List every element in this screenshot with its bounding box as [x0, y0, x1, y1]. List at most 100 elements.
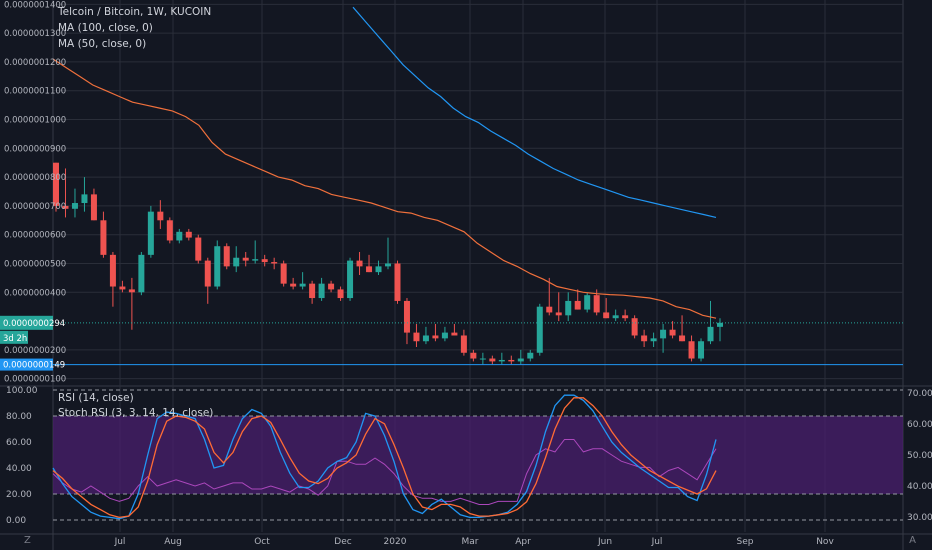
- time-tick-label: Dec: [334, 537, 351, 547]
- candle-body: [337, 289, 344, 299]
- candle-body: [53, 162, 59, 206]
- candle-body: [432, 335, 439, 339]
- time-tick-label: 2020: [384, 537, 407, 547]
- candle-body: [650, 338, 657, 342]
- candle-body: [261, 259, 268, 263]
- time-tick-label: Aug: [164, 537, 182, 547]
- candle-body: [309, 283, 316, 299]
- legend-ma100[interactable]: MA (100, close, 0): [58, 22, 153, 34]
- price-tick-label: 0.0000000900: [4, 144, 66, 154]
- last-price-label: 0.0000000294: [3, 319, 65, 329]
- candle-body: [603, 312, 610, 319]
- price-tick-label: 0.0000001100: [4, 87, 66, 97]
- candle-body: [157, 211, 164, 221]
- time-tick-label: Nov: [816, 537, 834, 547]
- candle-body: [536, 306, 543, 353]
- stoch-band-fill: [53, 416, 903, 494]
- candle-body: [622, 315, 629, 319]
- time-tick-label: Jul: [651, 537, 663, 547]
- price-tick-label: 0.0000000100: [4, 375, 66, 385]
- time-tick-label: Oct: [254, 537, 270, 547]
- price-tick-label: 0.0000000500: [4, 259, 66, 269]
- candle-body: [669, 329, 676, 336]
- price-tick-label: 0.0000000800: [4, 173, 66, 183]
- stoch-tick-label: 80.00: [6, 412, 32, 422]
- candle-body: [147, 211, 154, 255]
- countdown-badge: [0, 330, 28, 344]
- candle-body: [698, 341, 705, 359]
- price-tick-label: 0.0000000700: [4, 202, 66, 212]
- candle-body: [593, 295, 600, 313]
- indicator-lines: [52, 6, 903, 520]
- rsi-tick-label: 50.00: [907, 451, 932, 461]
- candle-body: [119, 286, 126, 290]
- candle-body: [328, 283, 335, 290]
- candle-body: [280, 263, 287, 284]
- candle-body: [204, 260, 211, 287]
- stoch-band: [53, 389, 903, 521]
- rsi-tick-label: 30.00: [907, 513, 932, 523]
- candle-body: [195, 237, 202, 261]
- candle-body: [422, 335, 429, 342]
- stoch-tick-label: 60.00: [6, 438, 32, 448]
- candle-body: [385, 263, 391, 267]
- candle-body: [271, 262, 278, 264]
- rsi-line: [52, 439, 717, 505]
- candle-body: [356, 260, 363, 267]
- candle-body: [489, 358, 496, 362]
- ma100-line: [352, 6, 717, 218]
- candle-body: [62, 205, 69, 209]
- stoch-d-line: [52, 397, 717, 519]
- support-badge: [0, 358, 53, 371]
- candle-body: [707, 326, 714, 342]
- candle-body: [451, 332, 458, 336]
- candle-body: [641, 335, 648, 342]
- legend-rsi[interactable]: RSI (14, close): [58, 392, 134, 404]
- stoch-k-line: [52, 394, 717, 520]
- timezone-icon[interactable]: Z: [24, 535, 31, 546]
- candle-body: [109, 254, 116, 287]
- price-tick-label: 0.0000001000: [4, 116, 66, 126]
- candle-body: [479, 358, 486, 360]
- stoch-tick-label: 0.00: [6, 516, 26, 526]
- candle-body: [100, 220, 107, 255]
- candle-body: [460, 335, 467, 353]
- time-tick-label: Jul: [114, 537, 126, 547]
- candle-body: [214, 246, 221, 287]
- axis-labels: 0.0000001400 0.0000001300 0.0000001200 0.00…: [4, 0, 932, 547]
- candle-body: [565, 300, 572, 316]
- candle-body: [252, 259, 259, 261]
- price-tick-label: 0.0000000600: [4, 231, 66, 241]
- candle-body: [679, 335, 686, 342]
- candle-body: [631, 318, 638, 336]
- price-tick-label: 0.0000001400: [4, 0, 66, 10]
- candle-body: [223, 246, 230, 267]
- support-label: 0.0000000149: [3, 361, 65, 371]
- rsi-tick-label: 60.00: [907, 420, 932, 430]
- auto-scale-button[interactable]: A: [909, 535, 916, 546]
- candle-body: [176, 231, 183, 241]
- price-tick-label: 0.0000001300: [4, 29, 66, 39]
- time-tick-label: Jun: [597, 537, 612, 547]
- stoch-tick-label: 100.00: [6, 386, 38, 396]
- candle-body: [71, 203, 78, 209]
- rsi-tick-label: 70.00: [907, 389, 932, 399]
- candle-body: [299, 283, 306, 287]
- candle-body: [574, 300, 581, 310]
- candle-body: [584, 295, 591, 310]
- candle-body: [688, 341, 695, 359]
- candle-body: [318, 283, 325, 299]
- price-tick-label: 0.0000001200: [4, 58, 66, 68]
- stoch-tick-label: 40.00: [6, 464, 32, 474]
- candle-body: [394, 263, 401, 301]
- legend-stoch-rsi[interactable]: Stoch RSI (3, 3, 14, 14, close): [58, 407, 214, 419]
- candle-body: [498, 359, 505, 362]
- legend-ma50[interactable]: MA (50, close, 0): [58, 38, 147, 50]
- candle-body: [508, 359, 515, 362]
- candle-body: [612, 315, 619, 319]
- price-badges: 0.0000000294 3d 2h 0.0000000149: [0, 315, 65, 371]
- price-tick-label: 0.0000000400: [4, 288, 66, 298]
- candle-body: [81, 194, 88, 204]
- candle-body: [347, 260, 354, 299]
